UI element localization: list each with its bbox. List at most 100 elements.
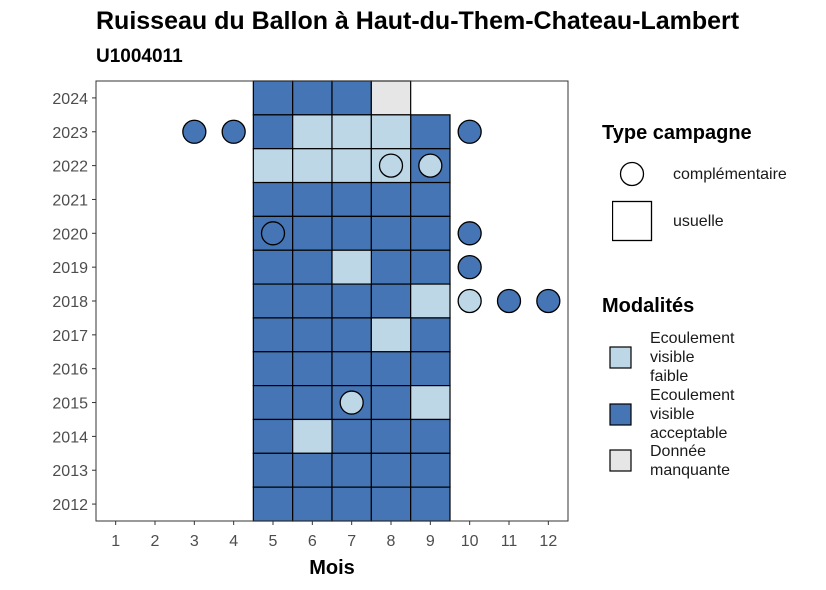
- legend-label-faible: Ecoulement visible faible: [650, 329, 735, 386]
- point-2022-9: [418, 153, 443, 178]
- legend-label-manquante: Donnée manquante: [650, 442, 730, 480]
- legend-label-acceptable: Ecoulement visible acceptable: [650, 386, 735, 443]
- cell-2020-7: [331, 215, 372, 251]
- cell-2014-6: [292, 418, 333, 454]
- acceptable-key-swatch: [609, 403, 632, 426]
- cell-2021-6: [292, 181, 333, 217]
- cell-2019-8: [370, 249, 412, 285]
- cell-2020-8: [370, 215, 412, 251]
- cell-2016-6: [292, 351, 333, 387]
- legend-label-faible-line1: Ecoulement: [650, 330, 735, 347]
- cell-2012-7: [331, 486, 372, 522]
- y-tick-label-2012: 2012: [52, 497, 88, 514]
- legend-type-keys: [612, 161, 653, 242]
- cell-2013-7: [331, 452, 372, 488]
- x-axis-title: Mois: [309, 557, 355, 579]
- x-tick-label-2: 2: [151, 533, 160, 550]
- x-tick-label-6: 6: [308, 533, 317, 550]
- cell-2023-7: [331, 114, 372, 150]
- x-tick-label-8: 8: [387, 533, 396, 550]
- x-tick-label-3: 3: [190, 533, 199, 550]
- cell-2021-5: [252, 181, 294, 217]
- point-2015-7: [339, 390, 364, 415]
- cell-2016-5: [252, 351, 294, 387]
- cell-2018-9: [410, 283, 451, 319]
- legend-label-acceptable-line2: visible: [650, 406, 695, 423]
- cell-2015-5: [252, 385, 294, 421]
- cell-2013-9: [410, 452, 451, 488]
- cell-2015-9: [410, 385, 451, 421]
- legend-modalites: Modalités: [602, 295, 694, 318]
- cell-2023-8: [370, 114, 412, 150]
- usuelle-key-icon: [612, 200, 653, 242]
- y-tick-label-2023: 2023: [52, 125, 88, 142]
- legend-type-campagne: Type campagne: [602, 122, 752, 145]
- legend-title-modalites: Modalités: [602, 295, 695, 317]
- cell-2016-9: [410, 351, 451, 387]
- usual-campaign-cells: [252, 80, 451, 522]
- y-tick-label-2016: 2016: [52, 362, 88, 379]
- cell-2022-5: [252, 148, 294, 184]
- y-tick-label-2013: 2013: [52, 463, 88, 480]
- cell-2017-8: [370, 317, 412, 353]
- manquante-key-swatch: [609, 449, 632, 472]
- y-tick-label-2020: 2020: [52, 226, 88, 243]
- legend-title-type: Type campagne: [602, 122, 752, 144]
- cell-2018-8: [370, 283, 412, 319]
- cell-2012-6: [292, 486, 333, 522]
- cell-2013-5: [252, 452, 294, 488]
- cell-2012-8: [370, 486, 412, 522]
- cell-2014-7: [331, 418, 372, 454]
- chart-subtitle: U1004011: [96, 46, 183, 67]
- cell-2019-7: [331, 249, 372, 285]
- point-2018-10: [457, 288, 482, 314]
- cell-2021-7: [331, 181, 372, 217]
- point-2019-10: [457, 255, 482, 280]
- y-tick-label-2015: 2015: [52, 396, 88, 413]
- cell-2018-7: [331, 283, 372, 319]
- x-tick-label-5: 5: [269, 533, 278, 550]
- cell-2015-8: [370, 385, 412, 421]
- point-2018-12: [536, 288, 561, 314]
- y-tick-label-2021: 2021: [52, 192, 88, 209]
- point-2020-10: [457, 221, 482, 246]
- x-tick-label-4: 4: [229, 533, 238, 550]
- cell-2017-6: [292, 317, 333, 353]
- legend-label-faible-line3: faible: [650, 368, 689, 385]
- x-tick-label-11: 11: [501, 533, 518, 550]
- legend-label-manquante-line1: Donnée: [650, 443, 707, 460]
- legend-label-manquante-line2: manquante: [650, 462, 731, 479]
- point-2023-10: [457, 119, 482, 144]
- chart-title: Ruisseau du Ballon à Haut-du-Them-Chatea…: [96, 7, 740, 35]
- cell-2012-9: [410, 486, 451, 522]
- y-tick-label-2018: 2018: [52, 294, 88, 311]
- cell-2017-5: [252, 317, 294, 353]
- cell-2023-5: [252, 114, 294, 150]
- cell-2016-8: [370, 351, 412, 387]
- faible-key-swatch: [609, 346, 632, 369]
- x-tick-label-10: 10: [461, 533, 479, 550]
- point-2018-11: [496, 288, 522, 314]
- point-2022-8: [378, 153, 404, 178]
- cell-2020-9: [410, 215, 451, 251]
- cell-2020-6: [292, 215, 333, 251]
- cell-2017-9: [410, 317, 451, 353]
- legend-modalite-keys: [609, 346, 632, 472]
- cell-2021-9: [410, 181, 451, 217]
- x-tick-label-9: 9: [426, 533, 435, 550]
- legend-label-acceptable-line3: acceptable: [650, 425, 728, 442]
- point-2023-4: [221, 119, 246, 144]
- cell-2015-6: [292, 385, 333, 421]
- cell-2024-8: [370, 80, 412, 116]
- x-axis: 1 2 3 4 5 6 7 8 9 10 11 12: [111, 521, 557, 550]
- cell-2013-8: [370, 452, 412, 488]
- legend-label-usuelle: usuelle: [673, 213, 724, 230]
- legend-label-acceptable-line1: Ecoulement: [650, 387, 735, 404]
- cell-2019-9: [410, 249, 451, 285]
- cell-2018-5: [252, 283, 294, 319]
- y-tick-label-2022: 2022: [52, 159, 88, 176]
- x-tick-label-7: 7: [347, 533, 356, 550]
- complementaire-key-icon: [619, 161, 645, 187]
- cell-2016-7: [331, 351, 372, 387]
